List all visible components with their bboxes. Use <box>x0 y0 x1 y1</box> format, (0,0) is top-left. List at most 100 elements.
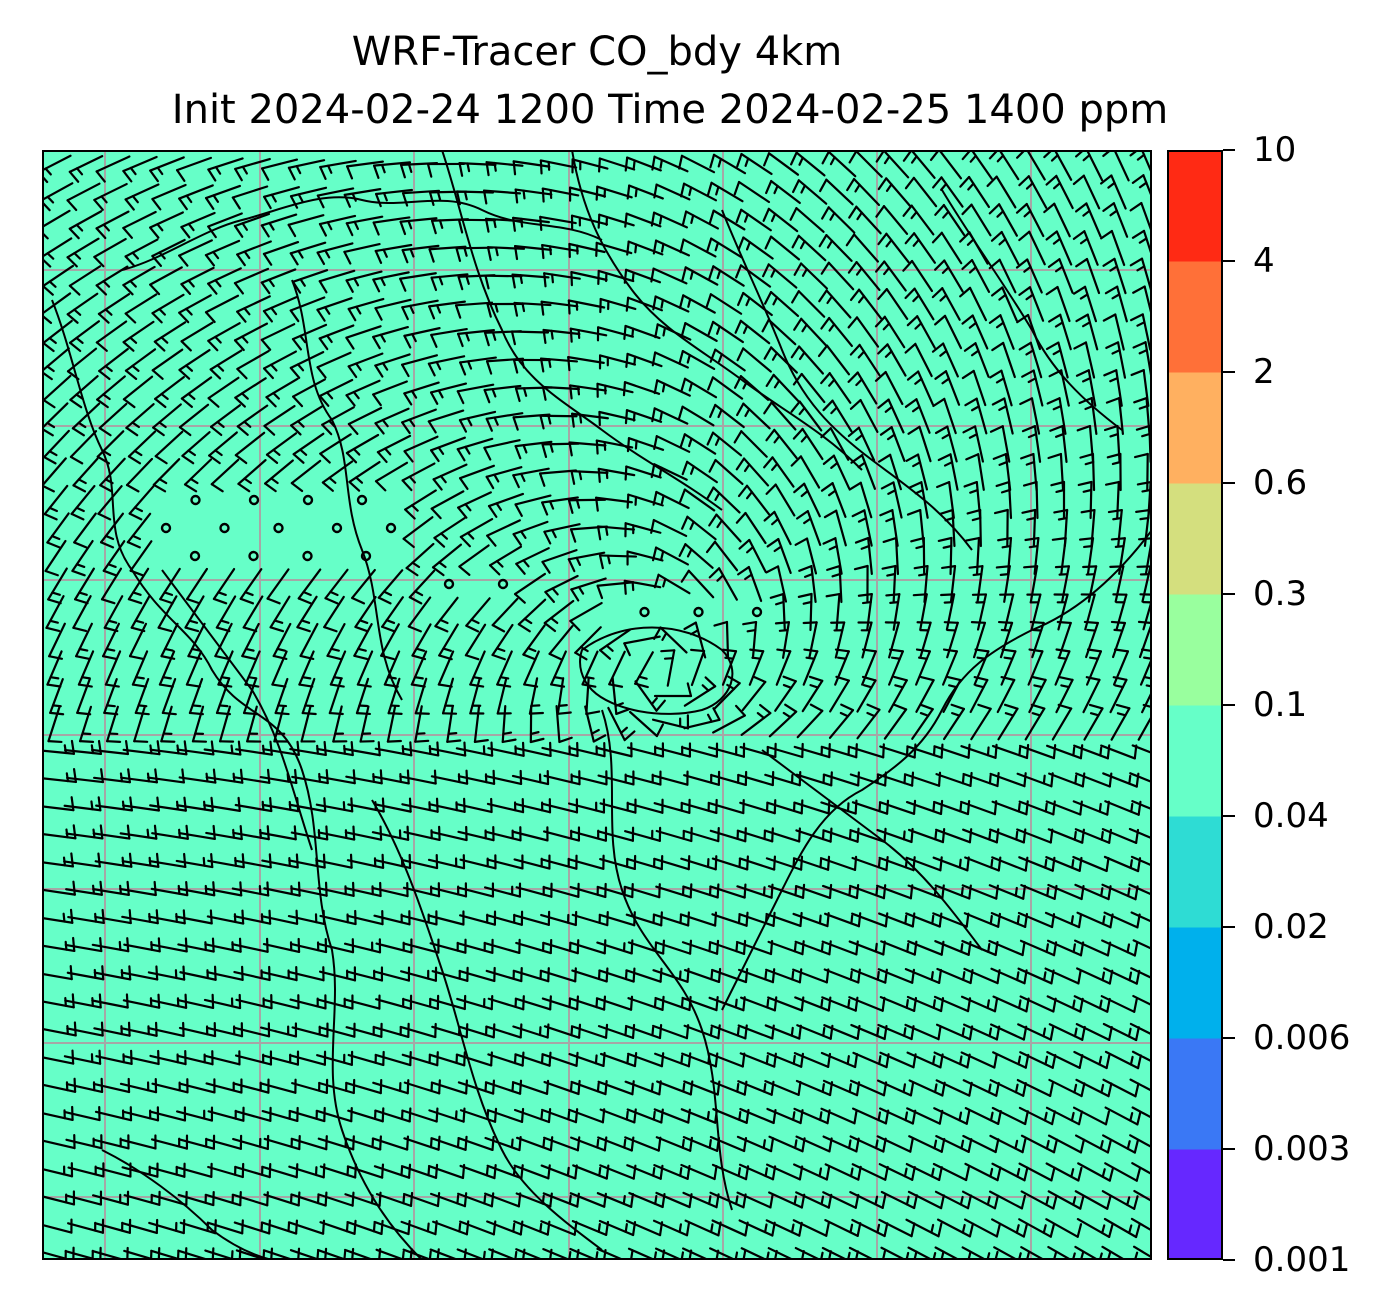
wind-barb <box>343 243 381 265</box>
wind-barb <box>736 402 771 430</box>
wind-barb <box>569 327 608 343</box>
wind-barb <box>354 595 377 633</box>
wind-barb <box>680 377 718 399</box>
wind-barb <box>650 211 689 229</box>
colorbar-tick-mark <box>1223 926 1235 928</box>
wind-barb <box>681 515 717 541</box>
wind-barb <box>875 205 909 235</box>
wind-barb <box>653 855 691 871</box>
wind-barb <box>626 550 664 566</box>
wind-barb <box>1132 1245 1152 1259</box>
wind-barb <box>737 484 771 516</box>
wind-barb <box>710 770 748 787</box>
wind-barb <box>1102 1022 1140 1042</box>
wind-barb <box>539 159 578 175</box>
wind-barb <box>427 409 465 434</box>
wind-barb <box>734 319 771 345</box>
wind-barb <box>96 430 125 465</box>
wind-barb <box>1131 1106 1152 1120</box>
wind-barb <box>63 796 102 812</box>
wind-barb <box>820 482 847 518</box>
wind-barb <box>915 675 935 713</box>
wind-barb <box>1109 676 1128 714</box>
wind-barb <box>1112 648 1130 686</box>
wind-barb <box>181 431 211 465</box>
wind-barb <box>1105 396 1124 436</box>
wind-barb <box>1100 229 1126 267</box>
wind-barb <box>266 568 290 605</box>
calm-wind-circle <box>189 550 201 562</box>
wind-barb <box>1019 1051 1057 1069</box>
wind-barb <box>233 322 269 352</box>
wind-barb <box>628 710 665 738</box>
wind-barb <box>660 649 676 687</box>
wind-barb <box>680 1108 718 1124</box>
wind-barb <box>934 259 964 293</box>
wind-barb <box>128 622 148 660</box>
wind-barb <box>175 1162 213 1178</box>
wind-barb <box>122 375 154 409</box>
wind-barb <box>874 260 907 292</box>
wind-barb <box>849 771 888 787</box>
wind-barb <box>125 403 155 437</box>
wind-barb <box>584 705 607 743</box>
calm-wind-circle <box>302 494 314 506</box>
wind-barb <box>1101 939 1139 957</box>
wind-barb <box>429 994 467 1011</box>
wind-barb <box>568 441 607 457</box>
wind-barb <box>1073 995 1111 1013</box>
wind-barb <box>458 161 497 177</box>
wind-barb <box>177 881 216 897</box>
wind-barb <box>231 1191 269 1207</box>
map-panel <box>42 150 1152 1260</box>
wind-barb <box>1015 258 1043 294</box>
wind-barb <box>1082 676 1101 714</box>
wind-barb <box>408 569 436 605</box>
wind-barb <box>822 1191 860 1209</box>
wind-barb <box>316 297 353 322</box>
wind-barb <box>822 771 860 787</box>
wind-barb <box>1075 369 1097 407</box>
wind-barb <box>485 161 524 177</box>
wind-barb <box>119 1134 157 1150</box>
wind-barb <box>386 705 402 743</box>
wind-barb <box>204 881 243 897</box>
wind-barb <box>820 743 858 759</box>
wind-barb <box>848 150 883 178</box>
wind-barb <box>904 1023 942 1041</box>
wind-barb <box>735 457 770 487</box>
wind-barb <box>678 154 716 174</box>
wind-barb <box>737 291 773 317</box>
colorbar-tick-mark <box>1223 1148 1235 1150</box>
wind-barb <box>739 799 777 815</box>
wind-barb <box>180 376 213 408</box>
wind-barb <box>570 470 609 485</box>
wind-barb <box>906 743 944 759</box>
wind-barb <box>1107 508 1123 548</box>
wind-barb <box>1101 1190 1139 1210</box>
wind-barb <box>683 707 721 730</box>
wind-barb <box>332 705 348 743</box>
wind-barb <box>317 1135 355 1151</box>
wind-barb <box>323 595 345 633</box>
wind-barb <box>1021 425 1042 463</box>
wind-barb <box>511 273 550 289</box>
wind-barb <box>97 293 131 324</box>
wind-barb <box>1027 648 1044 686</box>
wind-barb <box>236 295 271 323</box>
wind-barb <box>737 236 774 260</box>
wind-barb <box>292 432 325 464</box>
wind-barb <box>289 296 326 323</box>
wind-barb <box>1078 537 1095 575</box>
wind-barb <box>1016 1078 1054 1098</box>
wind-barb <box>232 768 271 784</box>
wind-barb <box>70 484 96 521</box>
wind-barb <box>124 293 158 324</box>
wind-barb <box>69 430 98 465</box>
wind-barb <box>347 1050 385 1067</box>
wind-barb <box>906 370 934 406</box>
wind-barb <box>847 426 876 462</box>
wind-barb <box>317 1191 355 1207</box>
wind-barb <box>821 206 856 234</box>
wind-barb <box>830 621 846 659</box>
